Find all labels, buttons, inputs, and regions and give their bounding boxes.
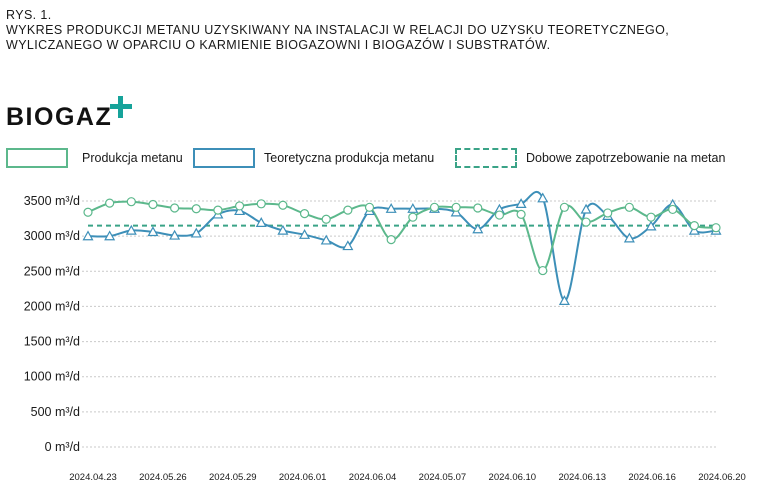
data-point-teoretyczna <box>342 240 354 251</box>
data-point-teoretyczna <box>623 232 635 243</box>
data-point-teoretyczna <box>82 230 94 241</box>
data-point-produkcja <box>278 200 288 210</box>
data-point-produkcja <box>191 204 201 214</box>
data-point-produkcja <box>148 199 158 210</box>
data-point-produkcja <box>213 205 223 215</box>
data-point-produkcja <box>624 202 634 212</box>
chart-legend: Produkcja metanu Teoretyczna produkcja m… <box>0 148 768 172</box>
data-point-produkcja <box>321 214 331 224</box>
y-tick-label: 2500 m³/d <box>24 264 80 278</box>
y-tick-label: 3500 m³/d <box>24 194 80 208</box>
legend-swatch-dashed <box>455 148 517 168</box>
data-point-teoretyczna <box>147 226 159 237</box>
data-point-produkcja <box>256 199 266 209</box>
data-point-teoretyczna <box>104 230 116 241</box>
y-tick-label: 500 m³/d <box>31 405 80 419</box>
data-point-produkcja <box>559 202 570 212</box>
data-point-teoretyczna <box>385 202 397 213</box>
x-tick-label: 2024.06.04 <box>349 472 397 483</box>
data-point-produkcja <box>668 204 678 215</box>
y-tick-label: 3000 m³/d <box>24 229 80 243</box>
x-tick-label: 2024.06.01 <box>279 472 327 483</box>
data-point-teoretyczna <box>558 295 570 306</box>
y-axis-ticks: 3500 m³/d 3000 m³/d 2500 m³/d 2000 m³/d 1500… <box>24 194 80 454</box>
x-tick-label: 2024.05.29 <box>209 472 257 483</box>
x-tick-label: 2024.06.16 <box>628 472 676 483</box>
data-point-teoretyczna <box>277 224 289 235</box>
x-tick-label: 2024.05.26 <box>139 472 187 483</box>
methane-production-chart: 3500 m³/d 3000 m³/d 2500 m³/d 2000 m³/d 1500… <box>24 190 746 483</box>
data-point-produkcja <box>170 203 180 213</box>
data-point-teoretyczna <box>190 227 202 238</box>
y-tick-label: 1000 m³/d <box>24 370 80 384</box>
data-point-produkcja <box>473 203 483 213</box>
legend-swatch-blue <box>193 148 255 168</box>
y-tick-label: 2000 m³/d <box>24 299 80 313</box>
data-point-teoretyczna <box>125 224 137 235</box>
data-point-produkcja <box>299 209 310 219</box>
x-tick-label: 2024.06.10 <box>489 472 537 483</box>
legend-label: Produkcja metanu <box>82 151 183 165</box>
data-point-produkcja <box>386 235 396 245</box>
data-point-produkcja <box>408 212 418 222</box>
data-point-produkcja <box>689 220 699 231</box>
data-point-teoretyczna <box>299 229 311 239</box>
data-point-produkcja <box>711 223 721 233</box>
x-axis-ticks: 2024.04.23 2024.05.26 2024.05.29 2024.06.01… <box>69 472 746 483</box>
data-point-produkcja <box>343 205 353 215</box>
data-point-teoretyczna <box>515 198 527 209</box>
data-point-produkcja <box>538 265 548 276</box>
data-point-produkcja <box>516 209 526 219</box>
figure-title: WYKRES PRODUKCJI METANU UZYSKIWANY NA IN… <box>6 23 670 52</box>
data-point-teoretyczna <box>537 192 549 203</box>
data-point-produkcja <box>234 201 245 211</box>
logo-text: BIOGAZ <box>6 103 113 131</box>
legend-label: Dobowe zapotrzebowanie na metan <box>526 151 726 165</box>
data-point-teoretyczna <box>255 217 267 227</box>
grid-lines <box>82 200 716 448</box>
x-tick-label: 2024.04.23 <box>69 472 117 483</box>
series-group <box>82 190 722 306</box>
data-point-teoretyczna <box>645 220 657 231</box>
data-point-produkcja <box>105 198 115 208</box>
data-point-produkcja <box>451 202 461 212</box>
data-point-teoretyczna <box>472 223 484 234</box>
biogaz-logo: BIOGAZ <box>6 96 132 132</box>
y-tick-label: 0 m³/d <box>45 440 80 454</box>
figure-number: RYS. 1. <box>6 8 52 22</box>
data-point-produkcja <box>429 202 440 212</box>
data-point-produkcja <box>494 210 505 220</box>
legend-label: Teoretyczna produkcja metanu <box>264 151 435 165</box>
data-point-produkcja <box>126 197 136 207</box>
figure-caption: RYS. 1. WYKRES PRODUKCJI METANU UZYSKIWA… <box>6 8 746 53</box>
plus-icon <box>110 96 132 118</box>
x-tick-label: 2024.06.13 <box>558 472 606 483</box>
data-point-produkcja <box>603 208 613 218</box>
data-point-teoretyczna <box>320 234 332 245</box>
x-tick-label: 2024.05.07 <box>419 472 467 483</box>
data-point-teoretyczna <box>407 202 419 213</box>
data-point-produkcja <box>364 202 375 212</box>
data-point-produkcja <box>646 212 656 222</box>
y-tick-label: 1500 m³/d <box>24 335 80 349</box>
x-tick-label: 2024.06.20 <box>698 472 746 483</box>
data-point-produkcja <box>581 217 591 227</box>
data-point-teoretyczna <box>169 229 181 240</box>
data-point-teoretyczna <box>580 203 592 214</box>
data-point-produkcja <box>83 207 93 217</box>
legend-swatch-green <box>6 148 68 168</box>
